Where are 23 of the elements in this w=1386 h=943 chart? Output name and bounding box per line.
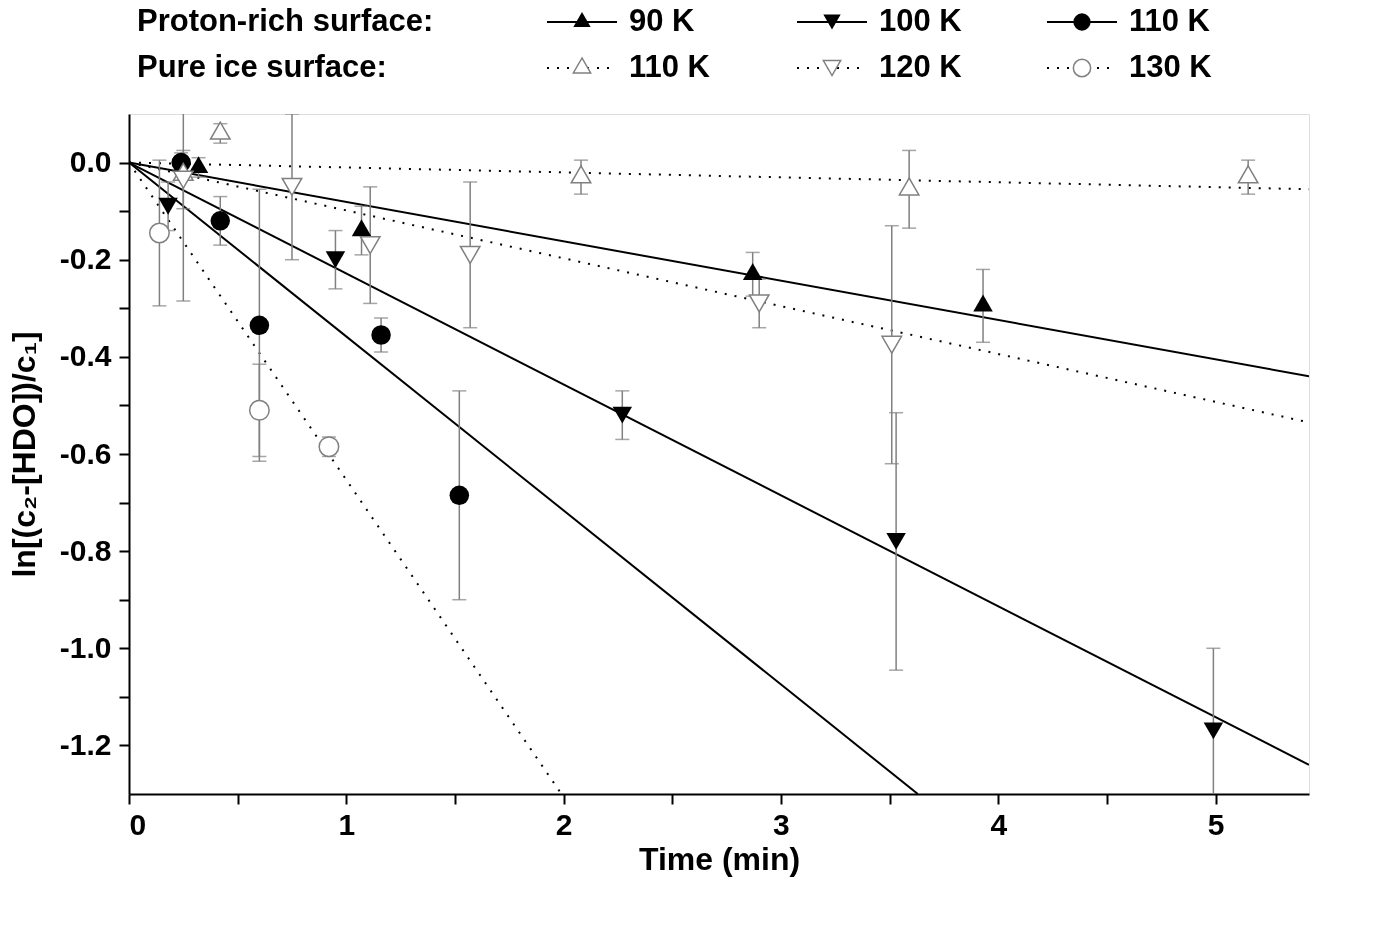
- legend-label: 90 K: [629, 3, 696, 38]
- text: Proton-rich surface:: [137, 3, 434, 38]
- x-tick-label: 3: [773, 807, 790, 841]
- x-tick-label: 4: [990, 807, 1008, 841]
- y-tick-label: -0.2: [59, 242, 112, 276]
- legend-label: 130 K: [1129, 49, 1213, 84]
- y-tick-label: 0.0: [69, 145, 112, 179]
- y-tick-label: -0.8: [59, 533, 112, 567]
- text: Pure ice surface:: [137, 49, 387, 84]
- y-tick-label: -0.6: [59, 436, 112, 470]
- x-tick-label: 1: [338, 807, 356, 841]
- x-tick-label: 5: [1207, 807, 1225, 841]
- y-axis-title: ln[(c₂-[HDO])/c₁]: [5, 331, 42, 578]
- x-tick-label: 0: [129, 807, 147, 841]
- legend-label: 110 K: [629, 49, 711, 84]
- legend-label: 100 K: [879, 3, 963, 38]
- y-tick-label: -1.2: [59, 727, 112, 761]
- x-tick-label: 2: [555, 807, 573, 841]
- y-tick-label: -1.0: [59, 630, 112, 664]
- legend-label: 110 K: [1129, 3, 1211, 38]
- y-tick-label: -0.4: [59, 339, 112, 373]
- legend-label: 120 K: [879, 49, 963, 84]
- x-axis-title: Time (min): [638, 840, 801, 877]
